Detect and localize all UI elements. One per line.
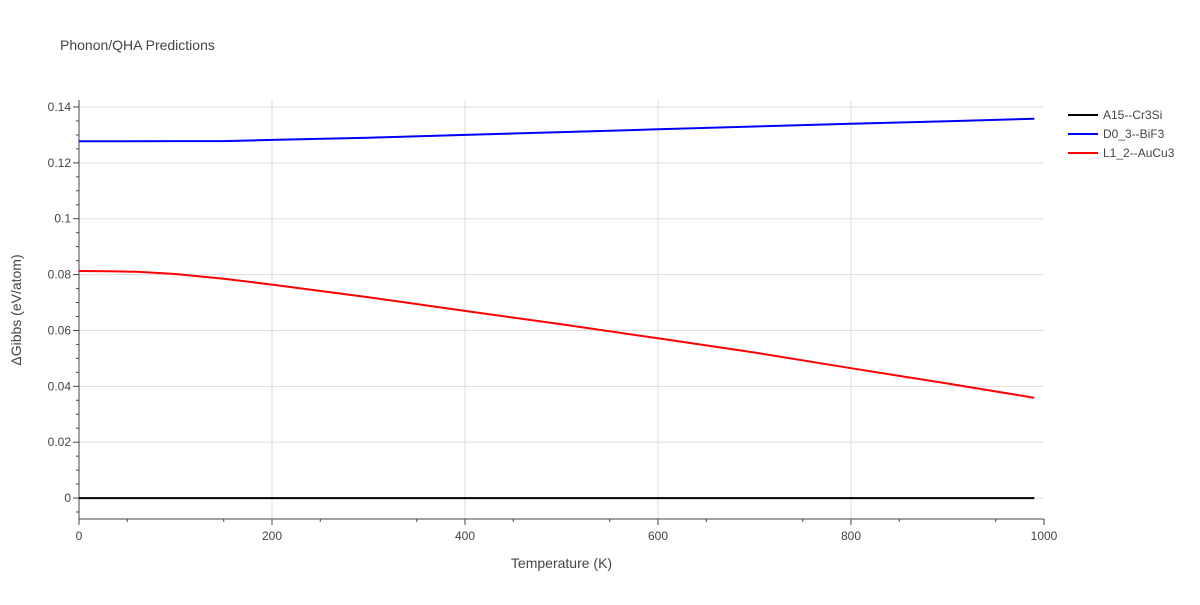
legend-label: L1_2--AuCu3 bbox=[1103, 146, 1175, 160]
y-tick-label: 0.04 bbox=[48, 379, 72, 393]
x-tick-label: 0 bbox=[76, 529, 83, 543]
y-axis-title: ΔGibbs (eV/atom) bbox=[8, 254, 24, 365]
tick-labels: 0 200 400 600 800 1000 0 0.02 0.04 0.06 0.08 0.1 0.1… bbox=[48, 100, 1058, 543]
grid bbox=[79, 100, 1044, 519]
y-tick-label: 0.14 bbox=[48, 100, 72, 114]
x-tick-label: 200 bbox=[262, 529, 282, 543]
y-tick-label: 0.08 bbox=[48, 268, 72, 282]
chart-title: Phonon/QHA Predictions bbox=[60, 37, 215, 53]
legend: A15--Cr3Si D0_3--BiF3 L1_2--AuCu3 bbox=[1068, 108, 1175, 160]
x-tick-label: 600 bbox=[648, 529, 668, 543]
y-tick-label: 0 bbox=[64, 491, 71, 505]
x-axis-title: Temperature (K) bbox=[511, 555, 612, 571]
legend-label: D0_3--BiF3 bbox=[1103, 127, 1165, 141]
y-tick-label: 0.06 bbox=[48, 323, 72, 337]
series-lines bbox=[78, 117, 1035, 500]
series-line-d0-3-bif3 bbox=[79, 117, 1035, 143]
x-tick-label: 1000 bbox=[1031, 529, 1058, 543]
axes bbox=[73, 100, 1045, 525]
x-tick-label: 800 bbox=[841, 529, 861, 543]
y-tick-label: 0.12 bbox=[48, 156, 72, 170]
legend-label: A15--Cr3Si bbox=[1103, 108, 1162, 122]
x-tick-label: 400 bbox=[455, 529, 475, 543]
series-line-l1-2-aucu3 bbox=[78, 270, 1035, 399]
y-tick-label: 0.02 bbox=[48, 435, 72, 449]
y-tick-label: 0.1 bbox=[54, 212, 71, 226]
